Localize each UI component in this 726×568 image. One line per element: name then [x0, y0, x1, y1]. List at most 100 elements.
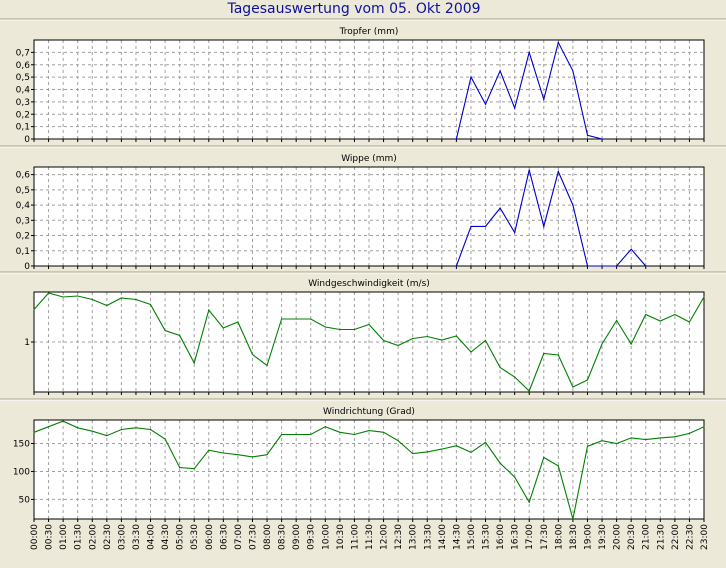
x-tick-label: 20:00 [613, 524, 623, 550]
data-point [237, 454, 239, 456]
data-point [77, 427, 79, 429]
data-point [484, 103, 487, 105]
data-point [281, 433, 283, 436]
data-point [179, 466, 181, 469]
x-tick-label: 17:30 [540, 524, 550, 550]
x-tick-label: 15:30 [482, 524, 492, 550]
x-tick-label: 19:00 [584, 524, 594, 550]
data-point [528, 390, 530, 392]
y-tick-label: 0,1 [16, 123, 30, 133]
x-tick-label: 01:30 [74, 524, 84, 550]
y-tick-label: 0,4 [16, 86, 31, 96]
data-point [368, 323, 370, 326]
data-point [324, 326, 326, 328]
data-point [353, 328, 356, 331]
data-point [499, 462, 501, 464]
data-point [120, 297, 122, 299]
data-point [514, 476, 516, 478]
y-tick-label: 1 [24, 338, 30, 348]
data-point [164, 438, 166, 440]
data-point [266, 454, 268, 456]
x-tick-label: 05:30 [190, 524, 200, 550]
data-point [455, 265, 457, 267]
y-tick-label: 0,3 [16, 216, 30, 226]
x-tick-label: 23:00 [700, 524, 710, 550]
data-point [616, 265, 618, 267]
x-tick-label: 09:00 [292, 524, 302, 550]
data-point [528, 501, 530, 503]
x-tick-label: 05:00 [176, 524, 186, 550]
data-point [426, 335, 428, 338]
data-point [674, 313, 676, 316]
data-point [455, 138, 457, 140]
data-point [484, 225, 487, 227]
x-tick-label: 07:30 [249, 524, 259, 550]
y-tick-label: 0,6 [16, 171, 31, 181]
data-point [222, 327, 224, 329]
x-tick-label: 21:00 [642, 524, 652, 550]
data-point [514, 376, 516, 378]
x-tick-label: 01:00 [59, 524, 69, 550]
data-point [251, 353, 254, 356]
data-point [353, 433, 356, 436]
x-tick-label: 18:00 [554, 524, 564, 550]
data-point [528, 169, 530, 171]
x-tick-label: 08:30 [278, 524, 288, 550]
data-point [91, 298, 93, 301]
x-tick-label: 13:30 [423, 524, 433, 550]
data-point [62, 420, 64, 422]
data-point [441, 339, 443, 341]
data-point [659, 320, 661, 322]
x-tick-label: 00:30 [45, 524, 55, 550]
data-point [149, 303, 152, 306]
data-point [164, 329, 166, 332]
data-point [543, 98, 545, 100]
x-tick-label: 09:30 [307, 524, 317, 550]
data-point [499, 70, 501, 72]
data-point [179, 334, 181, 337]
x-tick-label: 14:00 [438, 524, 448, 550]
data-point [645, 265, 647, 267]
y-tick-label: 0 [24, 135, 30, 145]
data-point [470, 351, 472, 353]
data-point [528, 51, 530, 53]
data-point [412, 337, 414, 340]
data-point [543, 352, 545, 355]
data-point [659, 437, 661, 439]
data-point [484, 441, 487, 443]
data-point [382, 339, 385, 342]
x-tick-label: 07:00 [234, 524, 244, 550]
data-point [33, 431, 35, 433]
x-tick-label: 06:00 [205, 524, 215, 550]
data-point [47, 292, 50, 294]
data-point [368, 430, 370, 432]
data-point [586, 379, 589, 381]
panel-title: Tropfer (mm) [339, 27, 399, 37]
data-point [382, 431, 385, 433]
data-point [47, 426, 50, 428]
data-point [266, 364, 268, 367]
x-tick-label: 11:00 [350, 524, 360, 550]
data-point [703, 426, 705, 428]
data-point [514, 107, 516, 109]
data-point [616, 442, 618, 445]
data-point [193, 468, 195, 470]
data-point [543, 456, 545, 459]
data-point [557, 41, 559, 44]
x-tick-label: 10:00 [321, 524, 331, 550]
data-point [645, 313, 647, 316]
x-tick-label: 16:00 [496, 524, 506, 550]
data-point [208, 449, 210, 451]
x-tick-label: 12:00 [380, 524, 390, 550]
data-point [397, 344, 399, 347]
data-point [484, 339, 487, 342]
x-tick-label: 10:30 [336, 524, 346, 550]
x-tick-label: 22:00 [671, 524, 681, 550]
data-point [281, 318, 283, 320]
x-tick-label: 19:30 [598, 524, 608, 550]
data-point [455, 445, 457, 447]
data-point [120, 428, 122, 431]
data-point [470, 225, 472, 227]
y-tick-label: 50 [19, 495, 31, 505]
